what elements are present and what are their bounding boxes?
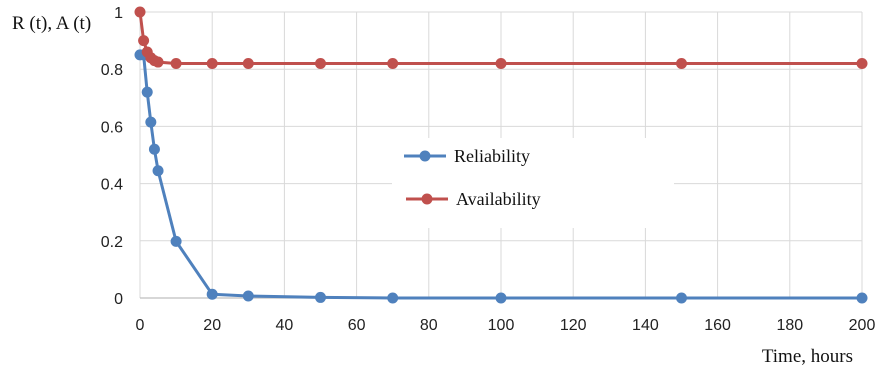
- x-tick-label: 140: [632, 317, 659, 334]
- data-point-reliability: [170, 235, 182, 247]
- x-axis-label: Time, hours: [762, 346, 853, 367]
- data-point-reliability: [206, 288, 218, 300]
- x-tick-label: 100: [488, 317, 515, 334]
- x-tick-label: 80: [420, 317, 438, 334]
- data-point-availability: [138, 35, 150, 47]
- data-point-reliability: [315, 291, 326, 303]
- series-reliability: [134, 49, 868, 304]
- data-point-availability: [170, 57, 182, 69]
- series-layer: [134, 6, 868, 304]
- y-tick-label: 0: [114, 291, 123, 308]
- data-point-availability: [387, 57, 399, 69]
- y-tick-label: 0.8: [101, 62, 123, 79]
- series-availability: [134, 6, 868, 69]
- x-tick-label: 40: [276, 317, 294, 334]
- data-point-reliability: [387, 292, 399, 304]
- data-point-availability: [134, 6, 146, 18]
- data-point-availability: [495, 57, 507, 69]
- legend-label-availability: Availability: [456, 189, 541, 209]
- data-point-availability: [206, 57, 218, 69]
- y-tick-label: 0.2: [101, 234, 123, 251]
- data-point-reliability: [152, 165, 164, 177]
- x-tick-label: 0: [136, 317, 145, 334]
- data-point-reliability: [148, 143, 160, 155]
- y-tick-label: 0.4: [101, 177, 123, 194]
- y-tick-label: 0.6: [101, 119, 123, 136]
- tick-labels: 0 0.2 0.4 0.6 0.8 1 0 20 40 60 80 100 120 140 160 180 20…: [101, 5, 876, 334]
- data-point-availability: [856, 57, 868, 69]
- legend: Reliability Availability: [392, 138, 674, 228]
- data-point-reliability: [495, 292, 507, 304]
- data-point-availability: [315, 57, 326, 69]
- data-point-availability: [242, 57, 254, 69]
- y-tick-label: 1: [114, 5, 123, 22]
- data-point-reliability: [242, 290, 254, 302]
- legend-marker-availability: [421, 193, 433, 205]
- x-tick-label: 120: [560, 317, 587, 334]
- data-point-reliability: [676, 292, 687, 304]
- x-tick-label: 160: [704, 317, 731, 334]
- legend-item-reliability: Reliability: [404, 146, 530, 166]
- x-tick-label: 20: [203, 317, 221, 334]
- data-point-reliability: [856, 292, 868, 304]
- data-point-availability: [676, 57, 687, 69]
- data-point-reliability: [145, 116, 157, 128]
- x-tick-label: 200: [849, 317, 876, 334]
- legend-label-reliability: Reliability: [454, 146, 530, 166]
- legend-background: [392, 138, 674, 228]
- data-point-reliability: [141, 86, 153, 98]
- data-point-availability: [152, 56, 164, 68]
- x-tick-label: 60: [348, 317, 366, 334]
- y-axis-label: R (t), A (t): [12, 13, 91, 34]
- x-tick-label: 180: [776, 317, 803, 334]
- legend-marker-reliability: [419, 150, 431, 162]
- legend-item-availability: Availability: [406, 189, 541, 209]
